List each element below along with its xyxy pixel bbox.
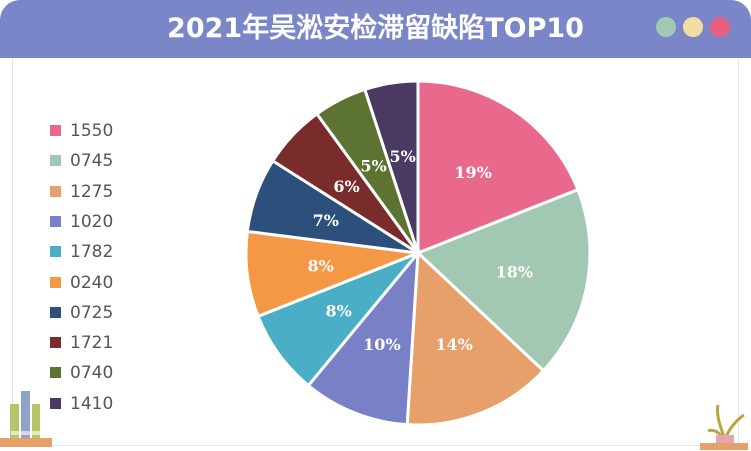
data-label-1721: 6% (333, 177, 359, 196)
data-label-1275: 14% (435, 335, 472, 354)
pie-slice-1410[interactable] (362, 79, 420, 254)
data-label-0745: 18% (496, 262, 533, 281)
legend-swatch (50, 337, 61, 349)
title-bar (0, 0, 751, 58)
legend-swatch (50, 125, 61, 136)
pie-slice-1275[interactable] (405, 249, 546, 427)
pie-slice-1550[interactable] (416, 79, 580, 256)
legend-swatch (50, 397, 61, 409)
legend-label: 1275 (70, 181, 114, 202)
legend-label: 1782 (70, 242, 114, 263)
data-label-1020: 10% (363, 335, 400, 354)
window-dot-green (656, 17, 676, 37)
data-label-1782: 8% (326, 302, 352, 321)
legend-label: 0740 (70, 363, 114, 384)
data-label-0725: 7% (313, 211, 339, 230)
window-dot-red (710, 17, 730, 37)
legend-swatch (50, 276, 61, 288)
data-label-1550: 19% (454, 163, 491, 182)
legend-swatch (50, 155, 61, 167)
legend-label: 0745 (70, 151, 114, 172)
legend-swatch (50, 246, 61, 258)
chart-frame (12, 58, 739, 446)
legend-label: 1550 (70, 121, 114, 141)
legend-swatch (50, 215, 61, 227)
data-label-1410: 5% (389, 147, 415, 166)
books-decoration-icon (0, 391, 52, 447)
legend-label: 0725 (70, 302, 114, 323)
legend-label: 0240 (70, 272, 114, 293)
legend-label: 1410 (70, 393, 114, 414)
pie-slice-0745[interactable] (415, 187, 592, 373)
chart-title: 2021年吴淞安检滞留缺陷TOP10 (167, 13, 584, 44)
data-label-0240: 8% (308, 256, 334, 275)
legend-swatch (50, 367, 61, 379)
legend-swatch (50, 185, 61, 197)
legend-label: 1721 (70, 333, 114, 354)
data-label-0740: 5% (360, 157, 386, 176)
pie-slice-1020[interactable] (306, 248, 420, 427)
legend-swatch (50, 306, 61, 318)
legend-label: 1020 (70, 211, 114, 232)
plant-decoration-icon (700, 404, 748, 450)
window-dot-yellow (683, 17, 703, 37)
